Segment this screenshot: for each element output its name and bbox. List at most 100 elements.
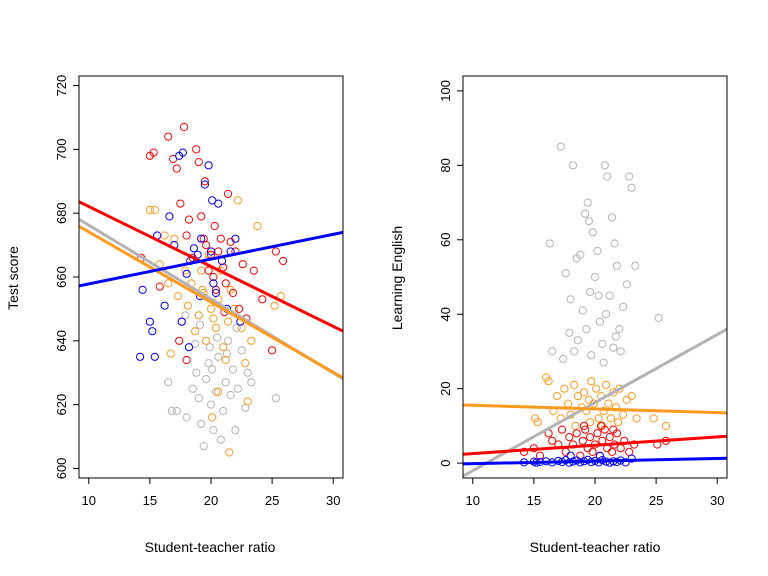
- data-point-red: [238, 260, 247, 269]
- data-point-red: [202, 241, 211, 250]
- data-point-gray: [608, 213, 617, 222]
- data-point-gray: [221, 378, 230, 387]
- data-point-gray: [243, 368, 252, 377]
- data-point-red: [565, 433, 574, 442]
- x-tick-label: 20: [588, 493, 602, 508]
- data-point-red: [572, 429, 581, 438]
- data-point-orange: [247, 336, 256, 345]
- data-point-gray: [228, 365, 238, 374]
- data-point-orange: [183, 301, 192, 310]
- data-point-orange: [627, 392, 636, 401]
- data-point-orange: [191, 327, 200, 336]
- data-point-gray: [226, 390, 235, 400]
- y-tick-label: 60: [438, 233, 453, 247]
- test-score-panel: Student-teacher ratio Test score 10 15 20 2…: [5, 75, 344, 555]
- data-point-orange: [145, 205, 154, 215]
- data-point-red: [200, 177, 209, 186]
- data-point-orange: [243, 397, 252, 406]
- data-point-orange: [241, 359, 250, 368]
- data-point-orange: [173, 292, 183, 301]
- data-point-blue: [231, 234, 240, 243]
- data-point-orange: [160, 231, 169, 240]
- data-point-orange: [221, 355, 230, 365]
- data-point-orange: [208, 413, 217, 422]
- data-point-orange: [649, 414, 658, 423]
- data-point-red: [597, 421, 606, 430]
- y-axis-label: Learning English: [389, 226, 405, 330]
- data-point-red: [605, 433, 614, 442]
- x-tick-label: 10: [466, 493, 480, 508]
- data-point-blue: [197, 234, 206, 243]
- data-point-gray: [195, 320, 205, 329]
- data-point-gray: [208, 365, 217, 374]
- data-point-gray: [595, 317, 605, 326]
- data-point-orange: [622, 395, 631, 404]
- data-point-blue: [177, 317, 186, 326]
- data-point-orange: [206, 304, 216, 313]
- data-point-gray: [222, 349, 231, 358]
- data-point-red: [216, 234, 225, 243]
- data-point-gray: [594, 291, 603, 300]
- data-point-blue: [138, 285, 147, 294]
- data-point-orange: [166, 349, 175, 358]
- data-point-gray: [612, 261, 622, 270]
- data-point-red: [616, 444, 625, 453]
- data-point-orange: [233, 196, 242, 205]
- data-point-orange: [253, 221, 262, 231]
- fit-line-blue: [463, 456, 727, 466]
- data-point-blue: [621, 458, 630, 467]
- y-axis-label: Test score: [5, 246, 21, 310]
- data-point-gray: [206, 400, 216, 409]
- data-point-blue: [566, 451, 575, 460]
- data-point-gray: [631, 261, 640, 270]
- data-point-gray: [565, 328, 574, 337]
- data-point-orange: [661, 421, 671, 430]
- data-point-orange: [209, 314, 218, 323]
- data-point-orange: [570, 380, 579, 389]
- data-point-red: [149, 148, 158, 157]
- data-point-red: [214, 247, 223, 256]
- data-point-red: [548, 436, 557, 445]
- data-point-red: [249, 266, 258, 275]
- data-point-blue: [145, 317, 154, 326]
- data-point-orange: [197, 266, 206, 275]
- data-point-orange: [224, 317, 233, 326]
- data-point-gray: [247, 378, 256, 387]
- data-point-orange: [609, 388, 618, 397]
- fit-line-orange: [463, 403, 727, 415]
- data-point-gray: [224, 336, 233, 345]
- data-point-gray: [627, 183, 636, 192]
- data-point-red: [271, 247, 280, 256]
- y-tick-label: 100: [438, 80, 453, 102]
- data-point-gray: [233, 384, 242, 393]
- data-point-orange: [604, 399, 613, 408]
- data-point-gray: [609, 343, 618, 352]
- data-point-gray: [561, 269, 570, 278]
- data-point-orange: [553, 392, 562, 401]
- data-point-red: [210, 221, 219, 231]
- data-point-gray: [205, 343, 214, 352]
- data-point-blue: [182, 269, 191, 278]
- data-point-red: [593, 429, 602, 438]
- data-point-gray: [601, 310, 611, 319]
- data-point-red: [578, 436, 587, 445]
- data-point-gray: [192, 368, 201, 377]
- data-point-orange: [587, 377, 596, 386]
- data-point-red: [609, 425, 618, 434]
- data-point-gray: [566, 295, 575, 304]
- data-point-red: [258, 295, 267, 304]
- data-point-red: [579, 421, 589, 430]
- data-point-gray: [588, 228, 597, 237]
- data-point-blue: [189, 244, 198, 253]
- data-point-blue: [208, 196, 217, 205]
- data-point-orange: [592, 384, 601, 393]
- x-tick-label: 15: [143, 493, 157, 508]
- data-point-orange: [170, 234, 179, 243]
- data-point-orange: [632, 414, 641, 423]
- data-point-red: [557, 425, 567, 434]
- data-point-red: [204, 266, 213, 275]
- data-point-blue: [184, 343, 194, 352]
- data-point-red: [625, 447, 634, 456]
- data-point-red: [209, 272, 218, 282]
- y-tick-label: 720: [54, 75, 69, 97]
